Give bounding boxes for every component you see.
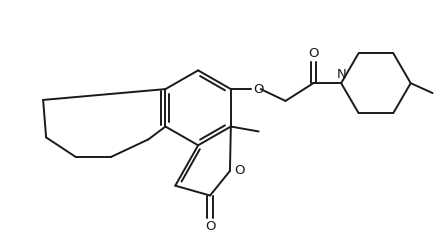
Text: O: O	[308, 47, 319, 60]
Text: O: O	[234, 164, 244, 177]
Text: O: O	[254, 83, 264, 96]
Text: N: N	[336, 68, 346, 81]
Text: O: O	[205, 220, 215, 233]
